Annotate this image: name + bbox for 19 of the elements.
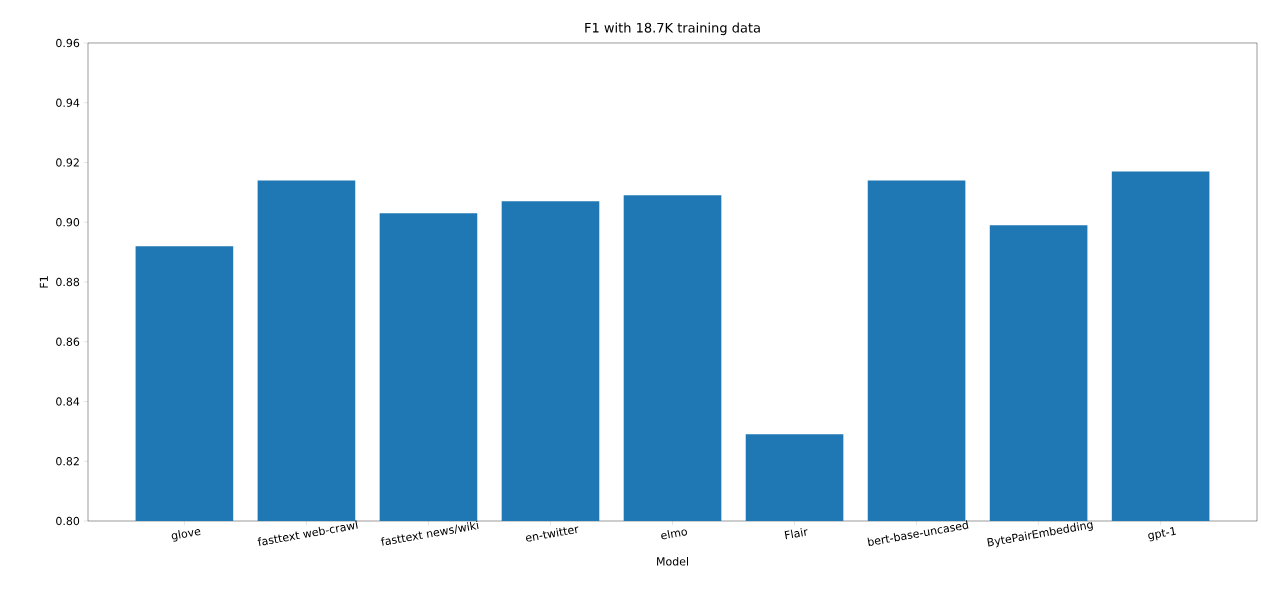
y-tick-label: 0.88 xyxy=(56,277,80,287)
x-tick-label: fasttext news/wiki xyxy=(380,520,479,546)
x-tick-label: Flair xyxy=(784,527,808,540)
y-tick-label: 0.80 xyxy=(56,516,80,526)
y-tick-label: 0.92 xyxy=(56,158,79,167)
x-tick-label: en-twitter xyxy=(526,526,579,542)
y-tick-label: 0.86 xyxy=(56,337,80,346)
x-tick-label: gpt-1 xyxy=(1148,527,1177,542)
y-tick-label: 0.94 xyxy=(56,98,80,107)
chart-title: F1 with 18.7K training data xyxy=(585,22,760,36)
x-tick-label: glove xyxy=(171,529,201,542)
y-tick-label: 0.82 xyxy=(56,457,79,466)
x-tick-label: fasttext web-crawl xyxy=(257,520,358,546)
y-tick-label: 0.84 xyxy=(56,397,80,406)
y-tick-label: 0.96 xyxy=(56,38,80,48)
x-tick-label: elmo xyxy=(661,529,688,540)
x-axis-title: Model xyxy=(657,557,688,566)
y-axis-title: F1 xyxy=(39,276,48,288)
y-tick-label: 0.90 xyxy=(56,218,80,227)
